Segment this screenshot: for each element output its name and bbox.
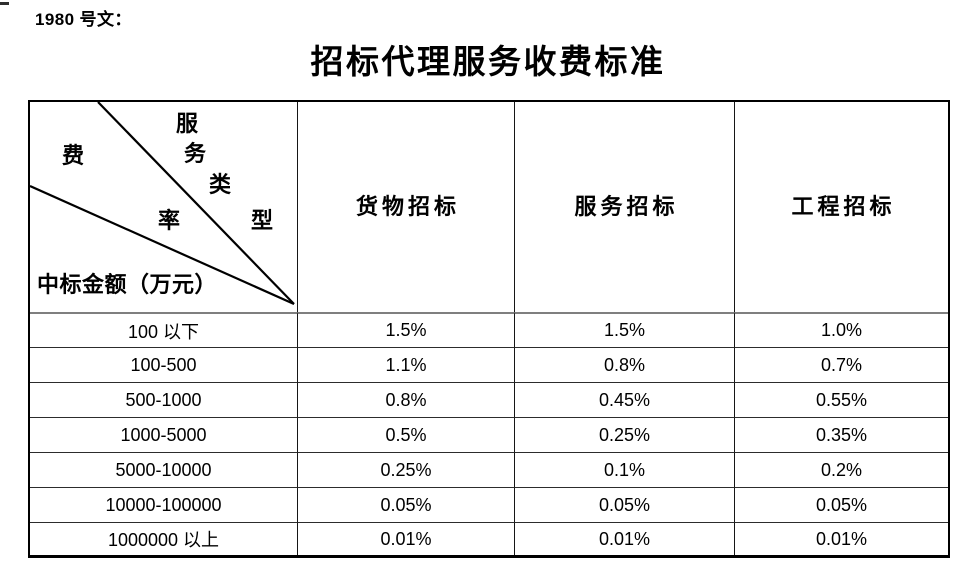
rate-cell: 0.01% xyxy=(297,522,514,555)
corner-service-type-char: 型 xyxy=(251,208,274,233)
corner-fee-rate-char: 费 xyxy=(62,143,85,168)
row-label-cell: 1000000 以上 xyxy=(30,522,297,555)
rate-cell: 1.5% xyxy=(514,312,734,347)
edge-artifact xyxy=(0,2,9,5)
corner-service-type-char: 务 xyxy=(184,141,207,166)
column-header-works-bidding: 工程招标 xyxy=(734,102,948,312)
corner-service-type-char: 类 xyxy=(209,172,232,197)
rate-cell: 1.5% xyxy=(297,312,514,347)
column-header-service-bidding: 服务招标 xyxy=(514,102,734,312)
rate-cell: 0.05% xyxy=(297,487,514,522)
row-label-cell: 500-1000 xyxy=(30,382,297,417)
rate-cell: 0.25% xyxy=(297,452,514,487)
corner-fee-rate-char: 率 xyxy=(158,208,181,233)
rate-cell: 0.8% xyxy=(514,347,734,382)
row-label-cell: 1000-5000 xyxy=(30,417,297,452)
column-header-goods-bidding: 货物招标 xyxy=(297,102,514,312)
row-label-cell: 5000-10000 xyxy=(30,452,297,487)
rate-cell: 0.7% xyxy=(734,347,948,382)
rate-cell: 0.5% xyxy=(297,417,514,452)
rate-cell: 0.55% xyxy=(734,382,948,417)
page-title: 招标代理服务收费标准 xyxy=(310,45,666,81)
rate-cell: 1.1% xyxy=(297,347,514,382)
diagonal-lines-icon xyxy=(30,102,295,306)
corner-service-type-char: 服 xyxy=(176,111,199,136)
row-label-cell: 10000-100000 xyxy=(30,487,297,522)
rate-cell: 0.05% xyxy=(514,487,734,522)
rate-cell: 0.1% xyxy=(514,452,734,487)
fee-table: 服 务 类 型 费 率 中标金额（万元） 货物招标 服务招标 工程招标 100 … xyxy=(28,100,950,558)
rate-cell: 0.25% xyxy=(514,417,734,452)
rate-cell: 0.35% xyxy=(734,417,948,452)
table-corner-cell: 服 务 类 型 费 率 中标金额（万元） xyxy=(30,102,297,312)
rate-cell: 1.0% xyxy=(734,312,948,347)
rate-cell: 0.8% xyxy=(297,382,514,417)
rate-cell: 0.01% xyxy=(514,522,734,555)
rate-cell: 0.45% xyxy=(514,382,734,417)
row-label-cell: 100 以下 xyxy=(30,312,297,347)
doc-number-label: 1980 号文： xyxy=(35,10,132,29)
row-label-cell: 100-500 xyxy=(30,347,297,382)
rate-cell: 0.2% xyxy=(734,452,948,487)
rate-cell: 0.05% xyxy=(734,487,948,522)
rate-cell: 0.01% xyxy=(734,522,948,555)
corner-amount-label: 中标金额（万元） xyxy=(37,272,218,297)
